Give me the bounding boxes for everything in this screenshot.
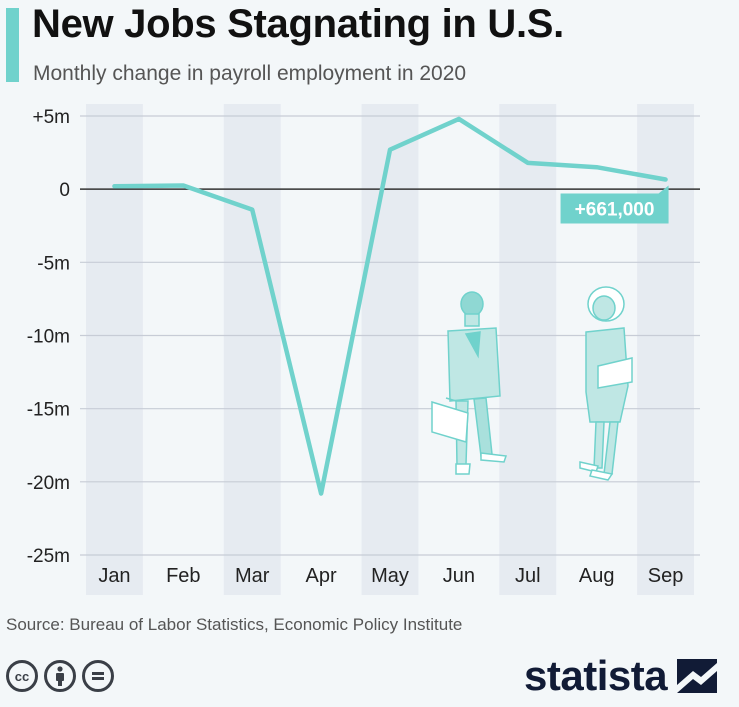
source-note: Source: Bureau of Labor Statistics, Econ… [6,615,463,634]
month-band [223,104,281,595]
nd-icon[interactable] [82,660,114,692]
license-icons: cc [6,660,114,692]
man-figure [431,291,508,475]
y-tick-label: +5m [33,107,71,128]
y-tick-label: -10m [27,327,70,348]
x-tick-label: Feb [166,565,200,587]
woman-figure [579,286,633,481]
x-tick-label: Jun [443,565,475,587]
month-band [637,104,694,595]
y-tick-label: 0 [59,180,70,201]
x-tick-label: Apr [306,565,337,587]
annotation-box [560,193,669,224]
x-tick-label: Sep [648,565,684,587]
statista-logo[interactable]: statista [524,652,718,700]
chart-title: New Jobs Stagnating in U.S. [32,2,564,46]
title-accent-bar [6,8,19,82]
month-band [86,104,143,595]
y-tick-label: -25m [27,546,70,567]
annotation-label: +661,000 [575,199,655,220]
x-tick-label: Jan [98,565,130,587]
x-tick-label: Jul [515,565,541,587]
chart-subtitle: Monthly change in payroll employment in … [33,62,467,85]
by-icon[interactable] [44,660,76,692]
y-tick-label: -20m [27,473,70,494]
x-tick-label: May [371,565,409,587]
line-chart: Jan Feb Mar Apr May Jun Jul Aug Sep +5m 0 -5m -10m -… [27,104,700,595]
y-tick-label: -5m [37,253,70,274]
x-tick-label: Aug [579,565,615,587]
annotation-pointer [658,185,669,194]
people-illustration [431,286,633,481]
month-band [499,104,557,595]
cc-icon[interactable]: cc [6,660,38,692]
month-band [361,104,419,595]
statista-mark-icon [677,659,718,693]
brand-name: statista [524,652,668,699]
x-tick-label: Mar [235,565,270,587]
y-tick-label: -15m [27,400,70,421]
